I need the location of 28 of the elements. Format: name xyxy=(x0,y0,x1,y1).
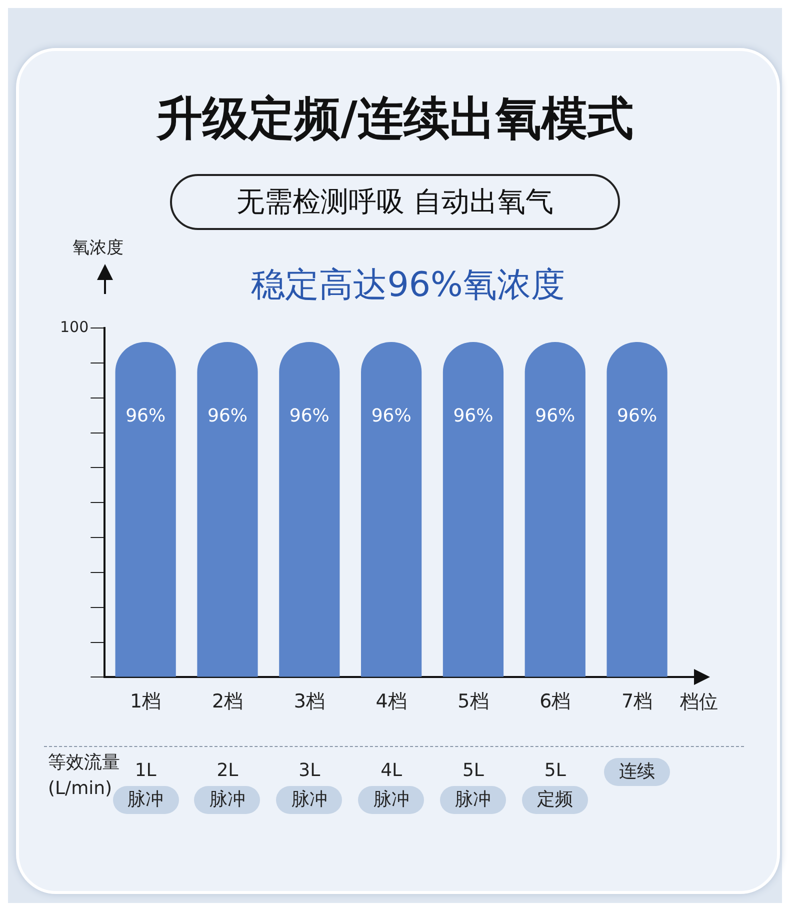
text: 3L 脉冲 xyxy=(290,760,328,812)
x-tick-label: 5档 xyxy=(458,690,489,713)
data-label: 96% xyxy=(371,406,412,427)
text: 5L 定频 xyxy=(536,760,574,812)
data-label: 96% xyxy=(289,406,330,427)
chart-title: 升级定频/连续出氧模式 xyxy=(155,90,634,147)
x-tick-label: 7档 xyxy=(622,690,653,713)
data-label: 96% xyxy=(453,406,494,427)
y-axis-title: 氧浓度 xyxy=(72,237,124,259)
text: 等效流量 (L/min) xyxy=(48,751,120,801)
data-label: 96% xyxy=(207,406,248,427)
x-tick-label: 1档 xyxy=(130,690,162,713)
text: 连续 xyxy=(604,758,670,786)
x-tick-label: 3档 xyxy=(294,690,325,713)
x-tick-label: 4档 xyxy=(376,690,407,713)
text: 5L 脉冲 xyxy=(454,760,492,812)
x-tick-label: 6档 xyxy=(540,690,571,713)
text: 1L 脉冲 xyxy=(126,760,165,812)
text: 稳定高达96%氧浓度 xyxy=(250,264,566,307)
y-tick-label: 100 xyxy=(60,318,89,336)
data-label: 96% xyxy=(617,406,658,427)
x-tick-label: 2档 xyxy=(212,690,244,713)
data-label: 96% xyxy=(126,406,166,427)
data-label: 96% xyxy=(535,406,576,427)
text: 4L 脉冲 xyxy=(372,760,410,812)
x-axis-title: 档位 xyxy=(680,690,718,716)
chart-subtitle: 无需检测呼吸 自动出氧气 xyxy=(170,174,620,230)
text: 2L 脉冲 xyxy=(208,760,246,812)
